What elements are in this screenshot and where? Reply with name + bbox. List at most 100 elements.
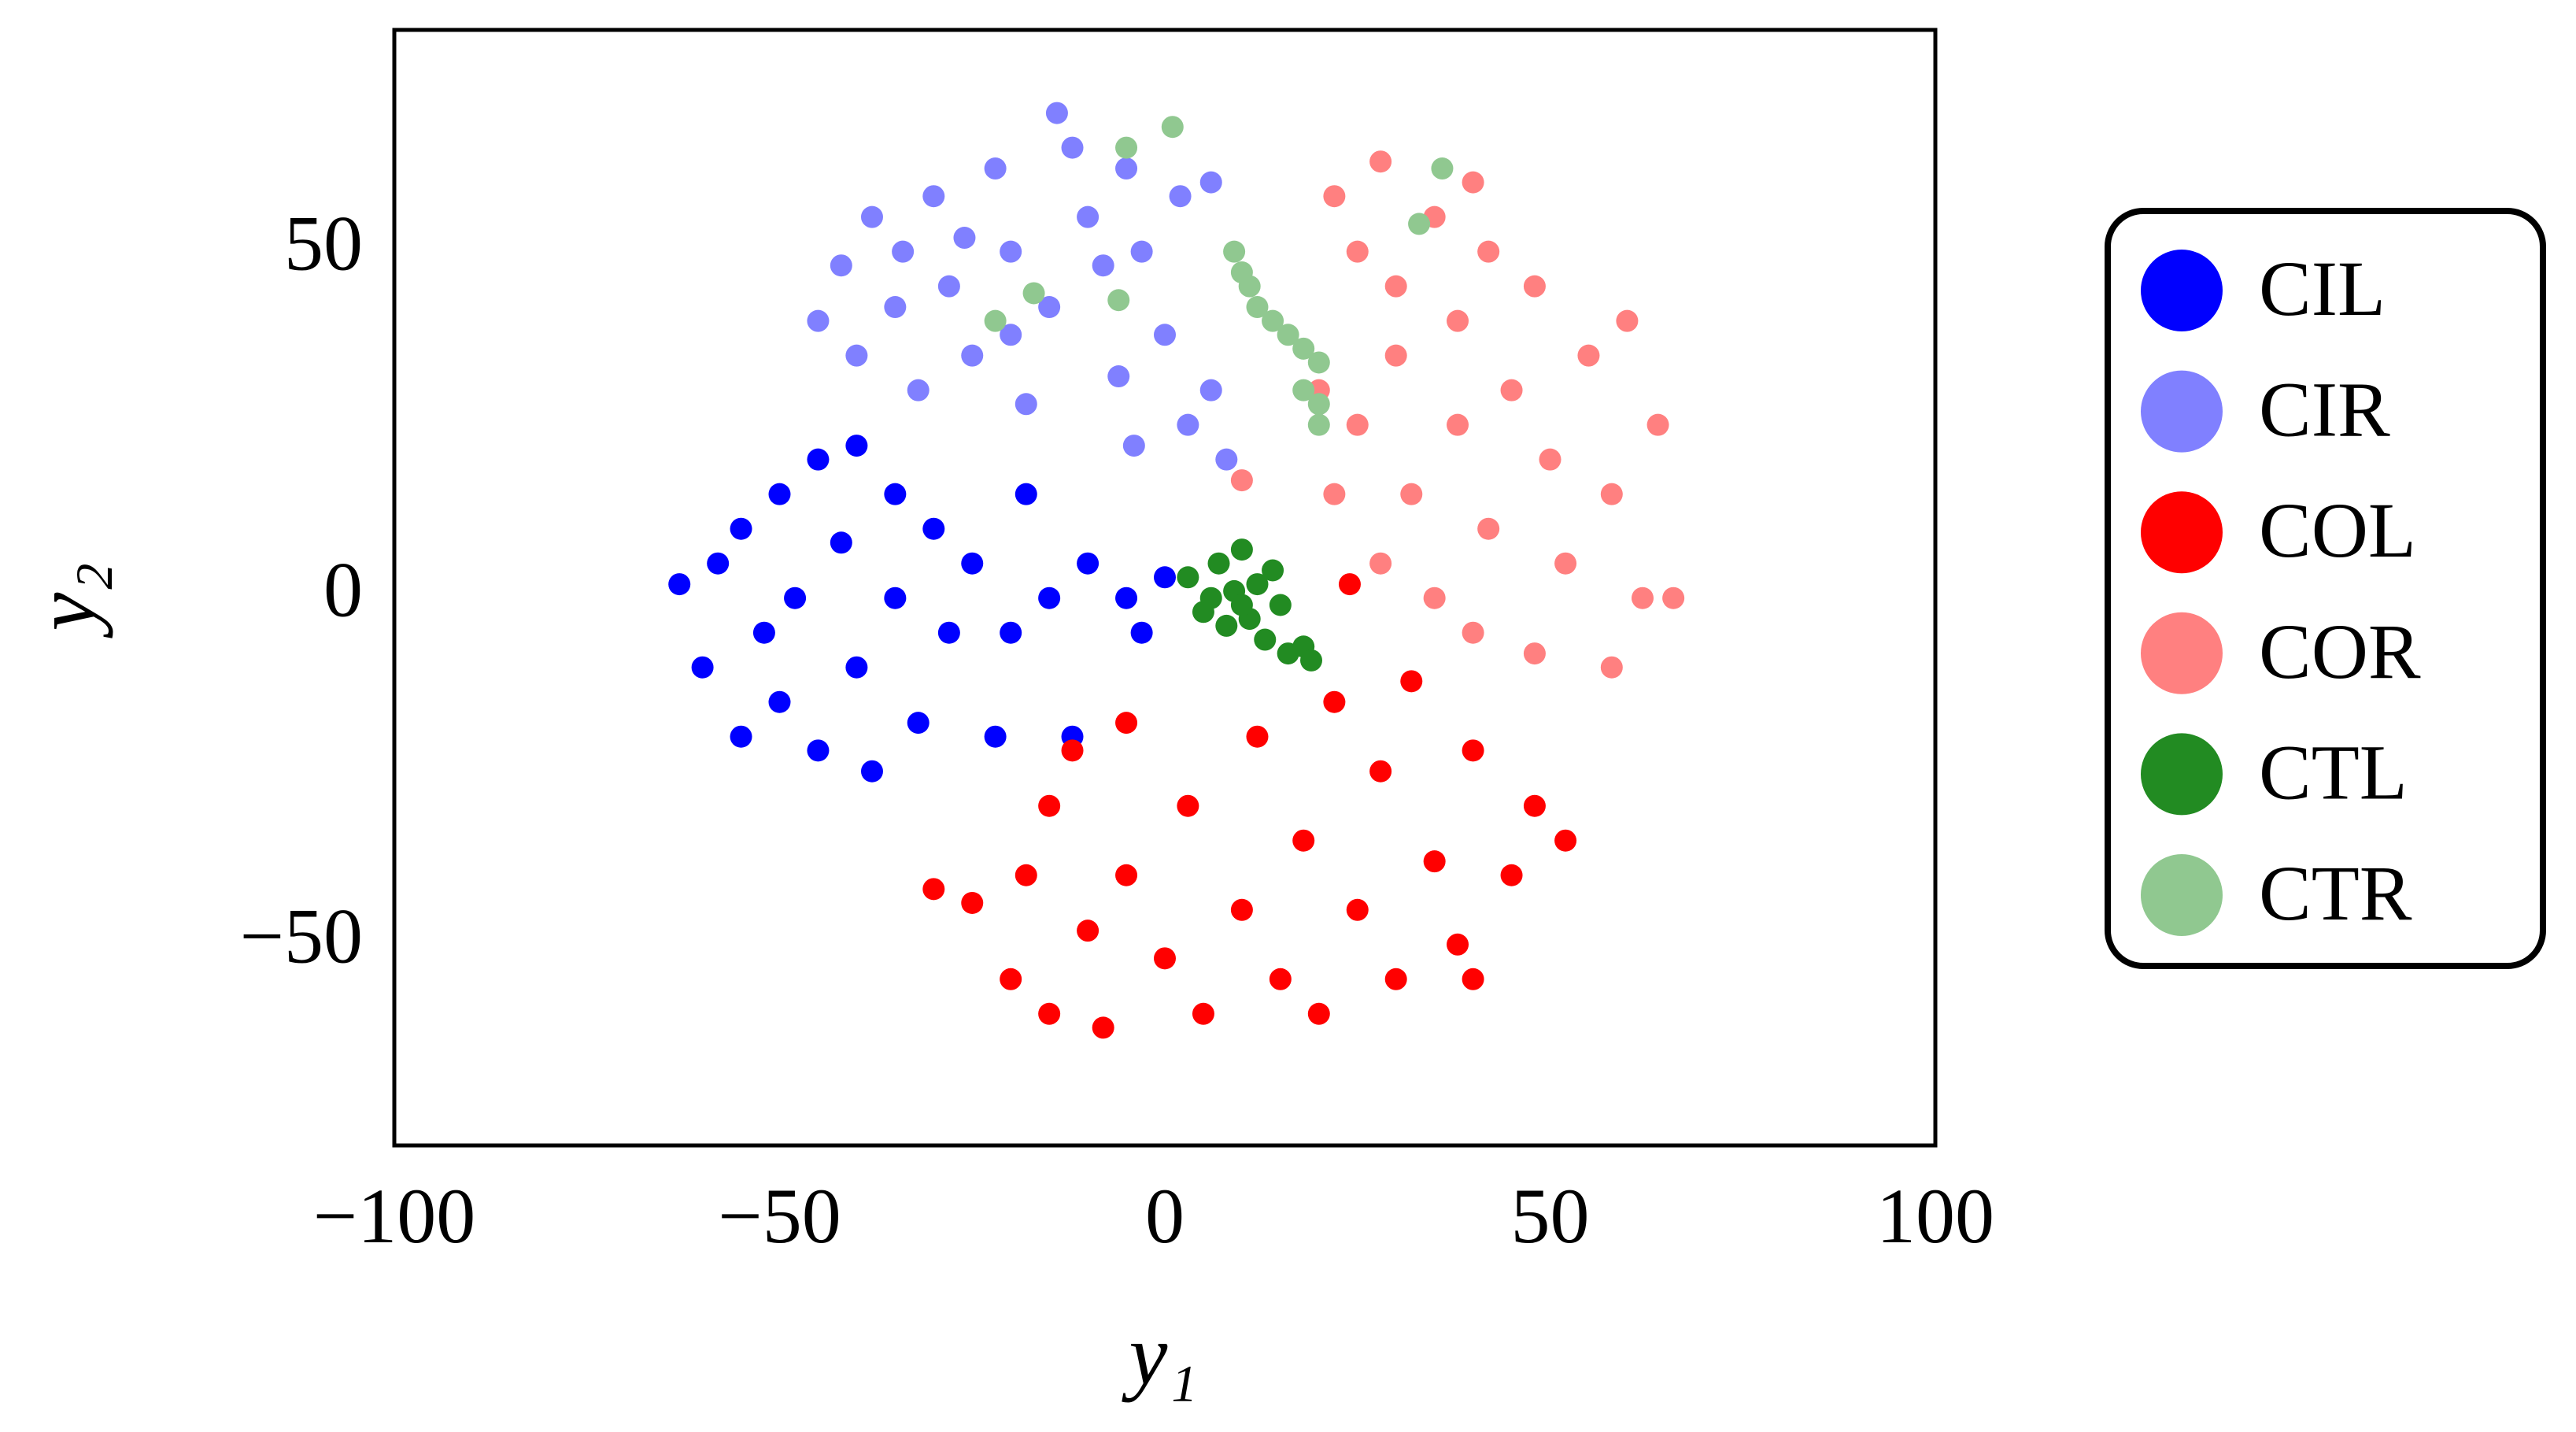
scatter-point (1323, 690, 1346, 713)
scatter-point (1447, 309, 1469, 332)
scatter-point (1600, 656, 1623, 679)
scatter-point (1192, 1002, 1214, 1025)
scatter-point (1015, 393, 1037, 416)
y-tick-label: 50 (284, 200, 363, 287)
scatter-point (1207, 552, 1230, 575)
scatter-point (1000, 324, 1022, 346)
scatter-point (1269, 968, 1292, 990)
scatter-point (1177, 794, 1199, 817)
scatter-point (984, 725, 1007, 748)
scatter-point (1015, 483, 1037, 505)
y-tick-label: −50 (240, 893, 363, 980)
scatter-point (1122, 435, 1145, 457)
scatter-point (1246, 573, 1269, 596)
scatter-point (1254, 628, 1277, 651)
scatter-point (1384, 275, 1407, 298)
scatter-point (1199, 171, 1222, 194)
scatter-point (953, 227, 976, 250)
scatter-point (1154, 566, 1176, 589)
scatter-point (845, 656, 868, 679)
scatter-point (1277, 324, 1299, 346)
scatter-point (691, 656, 714, 679)
scatter-point (922, 517, 945, 540)
scatter-point (1038, 1002, 1061, 1025)
legend-label: CTL (2259, 728, 2408, 816)
scatter-point (1077, 205, 1100, 228)
x-tick-label: 50 (1511, 1172, 1590, 1260)
scatter-point (937, 621, 960, 644)
x-tick-label: −100 (313, 1172, 475, 1260)
x-tick-label: −50 (718, 1172, 841, 1260)
scatter-point (1292, 379, 1315, 401)
scatter-point (1154, 947, 1176, 970)
scatter-point (1199, 379, 1222, 401)
legend-label: COR (2259, 608, 2421, 695)
scatter-point (1230, 898, 1253, 921)
scatter-point (730, 517, 752, 540)
scatter-point (1369, 760, 1392, 783)
scatter-point (1061, 136, 1084, 159)
scatter-point (784, 586, 807, 609)
scatter-point (1246, 725, 1269, 748)
y-tick-label: 0 (323, 546, 363, 634)
scatter-point (1323, 185, 1346, 208)
scatter-point (1246, 296, 1269, 319)
scatter-point (937, 275, 960, 298)
scatter-point (961, 344, 984, 367)
scatter-point (1000, 240, 1022, 263)
scatter-point (860, 205, 883, 228)
scatter-point (1447, 933, 1469, 956)
scatter-point (1423, 850, 1446, 873)
scatter-point (1500, 864, 1523, 886)
scatter-point (1523, 642, 1546, 665)
scatter-point (1646, 413, 1669, 436)
scatter-point (1462, 171, 1484, 194)
x-tick-label: 100 (1876, 1172, 1994, 1260)
scatter-point (1400, 670, 1423, 693)
scatter-point (1600, 483, 1623, 505)
x-tick-label: 0 (1145, 1172, 1185, 1260)
scatter-point (1038, 296, 1061, 319)
scatter-point (1230, 594, 1253, 616)
scatter-point (1431, 157, 1454, 180)
scatter-point (1077, 552, 1100, 575)
scatter-point (1554, 829, 1577, 852)
scatter-point (1307, 351, 1330, 374)
scatter-point (1000, 968, 1022, 990)
scatter-point (1346, 898, 1369, 921)
plot-frame (392, 28, 1938, 1148)
scatter-point (907, 712, 930, 735)
scatter-point (768, 483, 791, 505)
scatter-point (984, 309, 1007, 332)
scatter-point (1230, 469, 1253, 492)
scatter-point (884, 586, 907, 609)
scatter-point (1022, 282, 1045, 305)
scatter-point (884, 296, 907, 319)
scatter-point (1423, 586, 1446, 609)
scatter-point (1199, 586, 1222, 609)
scatter-point (1307, 413, 1330, 436)
scatter-point (1369, 150, 1392, 173)
scatter-point (1262, 309, 1284, 332)
scatter-point (1307, 393, 1330, 416)
scatter-point (1262, 559, 1284, 582)
scatter-point (961, 552, 984, 575)
scatter-point (922, 878, 945, 901)
scatter-point (1061, 739, 1084, 762)
scatter-point (668, 573, 691, 596)
scatter-point (1369, 552, 1392, 575)
scatter-point (1338, 573, 1361, 596)
scatter-point (1115, 136, 1138, 159)
legend-marker (2141, 250, 2223, 331)
scatter-point (892, 240, 915, 263)
scatter-point (984, 157, 1007, 180)
scatter-point (807, 739, 830, 762)
legend-label: CTR (2259, 849, 2412, 937)
legend-marker (2141, 733, 2223, 816)
scatter-point (807, 309, 830, 332)
legend-marker (2141, 854, 2223, 936)
legend-label: CIL (2259, 245, 2386, 332)
scatter-point (768, 690, 791, 713)
scatter-point (1346, 240, 1369, 263)
